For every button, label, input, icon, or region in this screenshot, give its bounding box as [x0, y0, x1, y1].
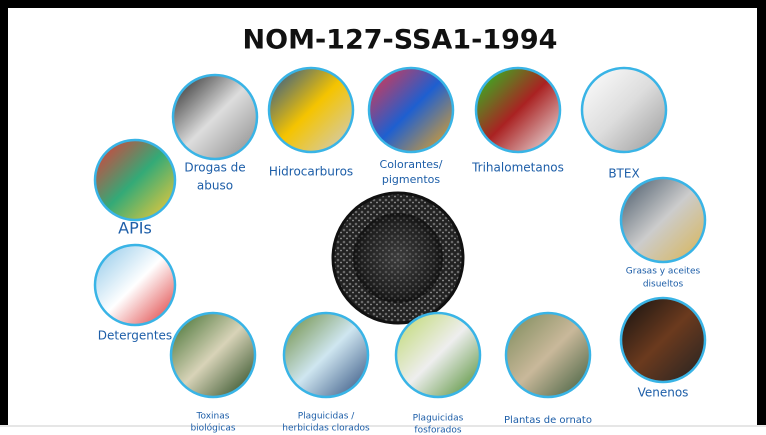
node-label: biológicas — [190, 423, 235, 434]
left-border — [0, 0, 8, 425]
infographic: NOM-127-SSA1-1994 APIs Drogas de abuso Hidr… — [0, 0, 766, 435]
node-label: pigmentos — [382, 173, 441, 186]
node-label: Trihalometanos — [471, 161, 564, 175]
node-image — [476, 68, 560, 152]
node: Drogas de abuso — [173, 75, 257, 193]
center-shade — [353, 213, 443, 303]
node: Grasas y aceites disueltos — [621, 178, 705, 290]
node-label: fosforados — [414, 426, 461, 435]
node-image — [171, 313, 255, 397]
node-image — [173, 75, 257, 159]
center-image — [333, 193, 463, 323]
node-label: Colorantes/ — [380, 158, 443, 171]
node-label: Plaguicidas / — [298, 412, 356, 422]
node-image — [95, 140, 175, 220]
node: BTEX — [582, 68, 666, 181]
node-label: APIs — [118, 219, 152, 238]
node: Plantas de ornato — [504, 313, 592, 426]
node-label: herbicidas clorados — [282, 424, 370, 434]
node-image — [95, 245, 175, 325]
node: Detergentes — [95, 245, 175, 343]
node: Venenos — [621, 298, 705, 400]
node: Plaguicidas / herbicidas clorados — [282, 313, 370, 434]
node-label: BTEX — [608, 167, 639, 181]
node: Colorantes/pigmentos — [369, 68, 453, 186]
node-label: abuso — [197, 179, 233, 193]
node: APIs — [95, 140, 175, 238]
node-label: Hidrocarburos — [269, 165, 353, 179]
node-label: Detergentes — [98, 329, 172, 343]
node-image — [369, 68, 453, 152]
node-image — [284, 313, 368, 397]
node-label: disueltos — [643, 280, 684, 290]
node-image — [621, 298, 705, 382]
node: Trihalometanos — [471, 68, 564, 175]
node-image — [396, 313, 480, 397]
node-label: Plantas de ornato — [504, 415, 592, 426]
node-label: Toxinas — [196, 412, 230, 422]
node-label: Venenos — [638, 386, 689, 400]
node-label: Grasas y aceites — [626, 267, 701, 277]
node-label: Drogas de — [184, 161, 245, 175]
node: Plaguicidas fosforados — [396, 313, 480, 435]
right-border — [757, 0, 766, 425]
node-image — [621, 178, 705, 262]
node-image — [269, 68, 353, 152]
node-image — [506, 313, 590, 397]
top-border — [0, 0, 766, 8]
title: NOM-127-SSA1-1994 — [243, 25, 558, 56]
node: Hidrocarburos — [269, 68, 353, 179]
node-label: Plaguicidas — [413, 414, 464, 424]
node-image — [582, 68, 666, 152]
